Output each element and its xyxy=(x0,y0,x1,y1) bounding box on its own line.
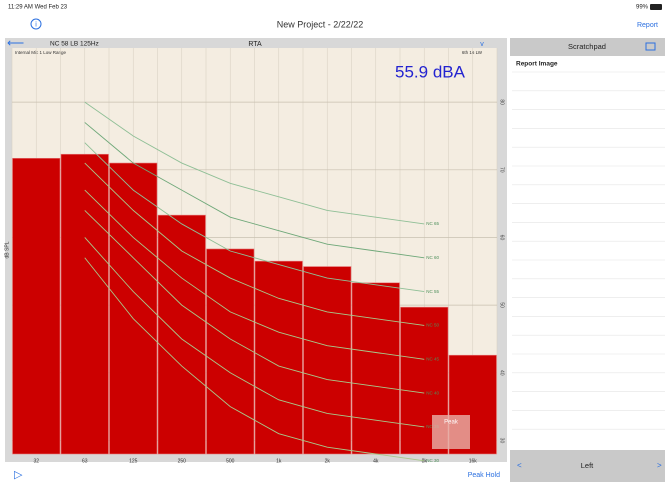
nav-title: New Project - 2/22/22 xyxy=(277,19,364,29)
info-button[interactable] xyxy=(30,18,42,30)
x-tick-label: 63 xyxy=(82,458,88,464)
next-channel[interactable]: > xyxy=(657,461,662,470)
y-tick-label: 70 xyxy=(499,167,505,173)
mode: RTA xyxy=(248,41,262,48)
play-button[interactable]: ▷ xyxy=(14,469,23,481)
x-tick-label: 32 xyxy=(33,458,39,464)
x-tick-label: 2k xyxy=(325,458,331,464)
x-tick-label: 4k xyxy=(373,458,379,464)
dropdown[interactable]: v xyxy=(480,41,484,48)
resolution: 6th 16 LW xyxy=(462,50,483,55)
nc-curve xyxy=(84,237,425,428)
nc-label: NC 40 xyxy=(426,390,439,395)
bar xyxy=(303,266,352,455)
nc-curve xyxy=(84,257,425,462)
peak-button-label: Peak xyxy=(444,420,459,426)
peak-hold-button[interactable]: Peak Hold xyxy=(468,472,500,479)
nc-curve xyxy=(84,101,425,225)
y-tick-label: 80 xyxy=(499,99,505,105)
y-tick-label: 50 xyxy=(499,302,505,308)
report-button[interactable]: Report xyxy=(637,22,658,29)
level: 55.9 dBA xyxy=(395,62,466,81)
nc-curve xyxy=(84,189,425,360)
bar xyxy=(157,214,206,455)
scratchpad-icon[interactable] xyxy=(645,42,656,51)
bar xyxy=(12,157,61,455)
status-time: 11:29 AM Wed Feb 23 xyxy=(8,5,68,11)
x-tick-label: 250 xyxy=(178,458,187,464)
scratchpad-title: Scratchpad xyxy=(568,42,606,51)
x-tick-label: 16k xyxy=(469,458,478,464)
scratchpad-rows xyxy=(512,71,665,430)
x-tick-label: 1k xyxy=(276,458,282,464)
nc-label: NC 30 xyxy=(426,458,439,463)
bar xyxy=(109,162,158,455)
x-tick-label: 8k xyxy=(422,458,428,464)
bar xyxy=(60,153,109,455)
bar xyxy=(351,282,400,455)
nc-curve xyxy=(84,142,425,293)
y-tick-label: 40 xyxy=(499,370,505,376)
source: Internal Mic 1 Low Range xyxy=(15,50,67,55)
nc-curve xyxy=(84,162,425,326)
y-tick-label: 30 xyxy=(499,438,505,444)
nc-label: NC 50 xyxy=(426,323,439,328)
status-battery: 99% xyxy=(636,5,649,11)
peak-button[interactable] xyxy=(432,415,470,449)
nc-label: NC 45 xyxy=(426,356,439,361)
nc-label: NC 55 xyxy=(426,289,439,294)
x-tick-label: 125 xyxy=(129,458,138,464)
bar xyxy=(206,248,255,455)
channel-bar xyxy=(510,450,665,482)
y-axis-label: dB SPL xyxy=(4,241,10,258)
battery-icon xyxy=(650,4,662,10)
plot: 30 40 50 60 70 80 32 63 125 250 500 1k 2k 4k 8k 16k NC 6… xyxy=(11,48,505,464)
bar xyxy=(254,260,303,455)
nc-label: NC 60 xyxy=(426,255,439,260)
x-tick-label: 500 xyxy=(226,458,235,464)
report-image[interactable]: Report Image xyxy=(516,61,558,68)
nc-curve xyxy=(84,122,425,259)
y-tick-label: 60 xyxy=(499,235,505,241)
nc-label: NC 65 xyxy=(426,221,439,226)
measurement: NC 58 LB 125Hz xyxy=(50,41,99,48)
channel: Left xyxy=(581,461,594,470)
prev-channel[interactable]: < xyxy=(517,461,522,470)
info-glyph: i xyxy=(35,21,37,28)
back-arrow[interactable]: ⟵ xyxy=(7,36,24,50)
scratchpad-header xyxy=(510,38,665,56)
nc-curve xyxy=(84,210,425,394)
